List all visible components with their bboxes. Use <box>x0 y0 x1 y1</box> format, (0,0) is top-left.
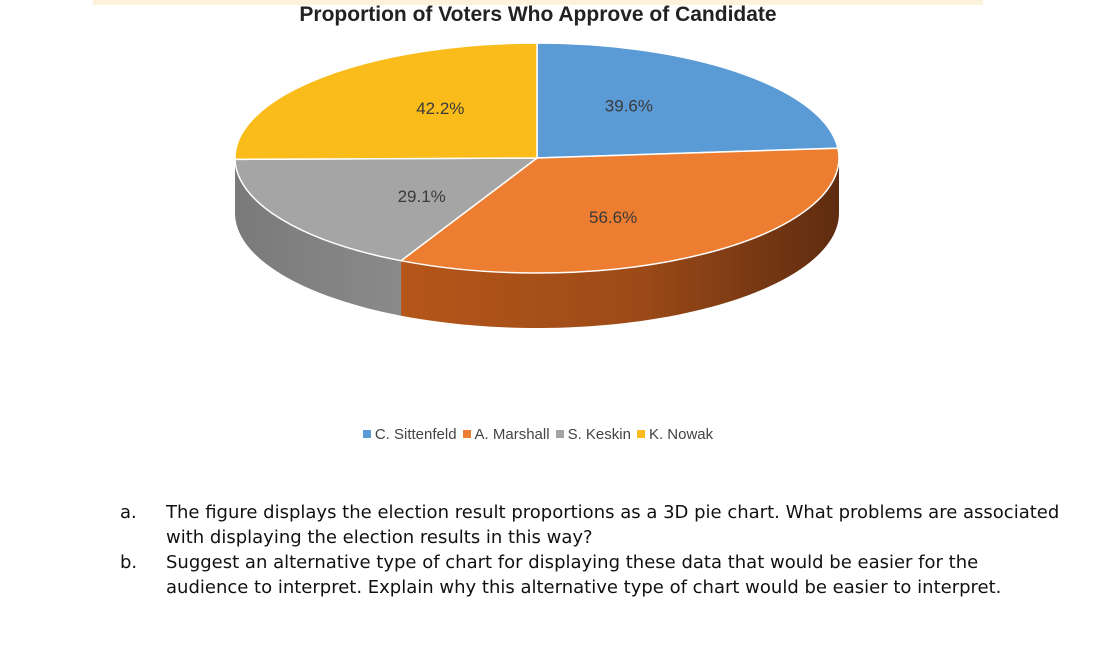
legend-label: S. Keskin <box>567 426 631 443</box>
chart-title: Proportion of Voters Who Approve of Cand… <box>299 3 777 26</box>
legend-swatch <box>462 430 471 438</box>
slice-data-label: 42.2% <box>416 99 464 118</box>
question-letter: b. <box>120 552 138 573</box>
legend-label: A. Marshall <box>474 426 550 443</box>
legend-swatch <box>362 430 371 438</box>
legend-swatch <box>636 430 645 438</box>
chart-legend: C. Sittenfeld A. Marshall S. Keskin K. Nowa… <box>0 426 1076 443</box>
question-b: b. Suggest an alternative type of chart … <box>120 550 1060 600</box>
legend-item: A. Marshall <box>462 426 550 443</box>
legend-item: C. Sittenfeld <box>362 426 457 443</box>
top-highlight-band <box>93 0 983 5</box>
pie-slice-s-keskin <box>234 157 540 262</box>
pie-chart: 39.6% 56.6% 29.1% 42.2% <box>234 42 840 329</box>
legend-swatch <box>555 430 564 438</box>
pie-slice-k-nowak <box>234 42 538 161</box>
legend-item: K. Nowak <box>636 426 714 443</box>
questions-list: a. The figure displays the election resu… <box>120 500 1060 600</box>
question-text: The figure displays the election result … <box>166 502 1060 548</box>
pie-side-a-marshall <box>401 158 839 329</box>
slice-data-label: 39.6% <box>605 97 653 116</box>
pie-slice-a-marshall <box>399 147 840 274</box>
question-text: Suggest an alternative type of chart for… <box>166 552 1002 598</box>
slice-data-label: 29.1% <box>398 187 446 206</box>
slice-data-label: 56.6% <box>589 208 637 227</box>
legend-label: K. Nowak <box>648 426 714 443</box>
legend-item: S. Keskin <box>555 426 631 443</box>
pie-slice-c-sittenfeld <box>536 42 839 159</box>
question-a: a. The figure displays the election resu… <box>120 500 1060 550</box>
legend-label: C. Sittenfeld <box>374 426 457 443</box>
question-letter: a. <box>120 502 137 523</box>
